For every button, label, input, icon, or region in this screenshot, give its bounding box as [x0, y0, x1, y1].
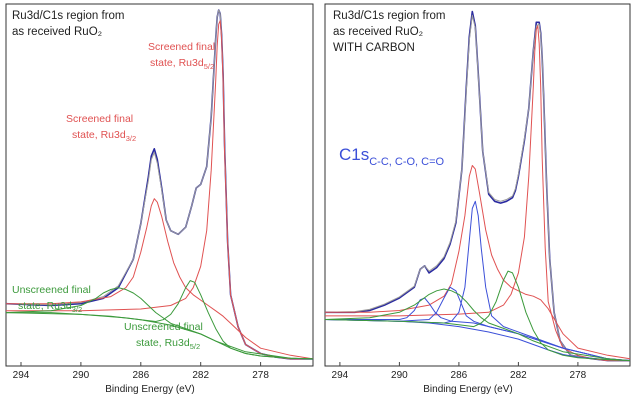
left-title-line-2: as received RuO₂ — [12, 26, 102, 38]
left-annotation-screened-3-2-subscript: 3/2 — [126, 134, 136, 143]
left-annotation-screened-3-2-line-1: Screened final — [66, 113, 133, 125]
left-x-tick-label: 286 — [132, 370, 149, 381]
left-panel: 294 290 286 282 278 Ru3d/C1s region from as … — [5, 3, 314, 395]
left-series-unscreened-3d3-2 — [5, 287, 314, 360]
right-x-tick-label: 290 — [391, 370, 408, 381]
left-x-axis: 294 290 286 282 278 — [13, 362, 269, 381]
left-title-line-1: Ru3d/C1s region from — [12, 10, 125, 22]
left-series-unscreened-3d5-2 — [5, 280, 314, 360]
right-series-c-o — [325, 297, 631, 362]
right-series-envelope — [324, 14, 630, 362]
left-series-group — [5, 9, 314, 360]
left-annotation-screened-5-2-line-2: state, Ru3d5/2 — [150, 57, 214, 71]
left-annotation-unscreened-3-2-text: state, Ru3d — [18, 300, 72, 312]
left-plot-frame — [5, 3, 314, 367]
left-annotation-unscreened-5-2-line-1: Unscreened final — [124, 321, 203, 333]
right-x-axis-label: Binding Energy (eV) — [423, 384, 513, 395]
left-x-tick-label: 278 — [252, 370, 269, 381]
left-series-screened-3d3-2 — [6, 198, 314, 360]
right-x-axis: 294 290 286 282 278 — [332, 362, 587, 381]
left-annotation-screened-3-2-line-2: state, Ru3d3/2 — [72, 129, 136, 143]
right-subtitle: WITH CARBON — [333, 42, 415, 54]
right-series-unscreened-3d3-2 — [324, 288, 631, 362]
left-x-tick-label: 282 — [192, 370, 209, 381]
left-x-tick-label: 294 — [13, 370, 30, 381]
left-series-screened-3d5-2 — [6, 20, 313, 360]
right-series-screened-3d5-2 — [325, 25, 630, 362]
left-x-tick-label: 290 — [73, 370, 90, 381]
left-x-axis-label: Binding Energy (eV) — [105, 384, 195, 395]
right-c1s-label: C1sC-C, C-O, C=O — [339, 145, 445, 168]
right-panel: 294 290 286 282 278 Ru3d/C1s region from as … — [324, 3, 631, 395]
left-annotation-screened-3-2-text: state, Ru3d — [72, 129, 126, 141]
left-annotation-unscreened-3-2-line-1: Unscreened final — [12, 284, 91, 296]
right-title-line-2: as received RuO₂ — [333, 26, 423, 38]
right-c1s-subscript: C-C, C-O, C=O — [369, 156, 444, 168]
right-x-tick-label: 294 — [332, 370, 349, 381]
right-series-group — [324, 10, 631, 362]
left-annotation-unscreened-3-2-line-2: state, Ru3d3/2 — [18, 300, 82, 314]
right-c1s-main: C1s — [339, 145, 369, 164]
left-annotation-unscreened-5-2-line-2: state, Ru3d5/2 — [136, 337, 200, 351]
right-x-tick-label: 286 — [451, 370, 468, 381]
right-series-unscreened-3d5-2 — [324, 270, 631, 362]
left-annotation-screened-5-2-line-1: Screened final — [148, 41, 215, 53]
right-series-screened-3d3-2 — [325, 165, 631, 360]
right-x-tick-label: 282 — [510, 370, 527, 381]
right-plot-frame — [324, 3, 631, 367]
left-annotation-unscreened-3-2-subscript: 3/2 — [72, 305, 82, 314]
left-annotation-screened-5-2-text: state, Ru3d — [150, 57, 204, 69]
left-annotation-screened-5-2-subscript: 5/2 — [204, 62, 214, 71]
left-annotation-unscreened-5-2-text: state, Ru3d — [136, 337, 190, 349]
left-annotation-unscreened-5-2-subscript: 5/2 — [190, 342, 200, 351]
right-x-tick-label: 278 — [570, 370, 587, 381]
right-title-line-1: Ru3d/C1s region from — [333, 10, 446, 22]
